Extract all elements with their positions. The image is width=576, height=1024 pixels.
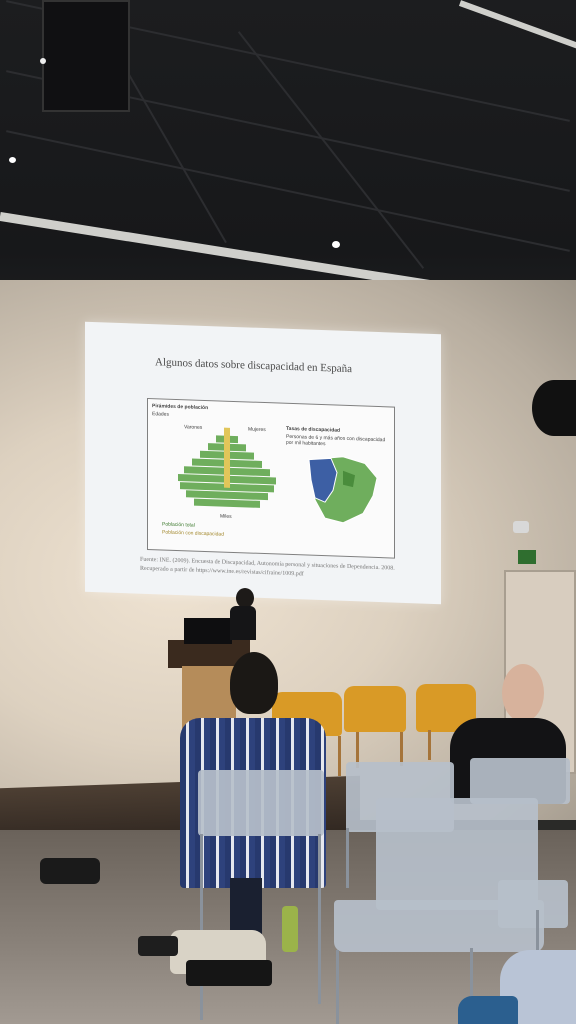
- slide-title: Algunos datos sobre discapacidad en Espa…: [155, 356, 353, 376]
- slide-source: Fuente: INE. (2009). Encuesta de Discapa…: [140, 556, 395, 578]
- ceiling-speaker: [42, 0, 130, 112]
- laptop: [184, 618, 232, 644]
- chair-leg: [470, 948, 473, 1008]
- presenter-head: [236, 588, 254, 608]
- chair-leg: [356, 732, 359, 768]
- map-title: Tasas de discapacidad: [286, 425, 341, 434]
- map-region-midgreen: [343, 470, 355, 488]
- ceiling-grid-line: [237, 31, 425, 269]
- map-subtitle: Personas de 6 y más años con discapacida…: [286, 433, 386, 448]
- pyramid-disability-core: [224, 427, 230, 488]
- legend-total: Población total: [162, 521, 195, 529]
- map-region-dark: [308, 457, 338, 503]
- projection-screen: Algunos datos sobre discapacidad en Espa…: [85, 321, 441, 605]
- presenter-body: [230, 606, 256, 640]
- backpack: [186, 960, 272, 986]
- ceiling-light: [332, 241, 340, 248]
- pyramid-bar: [194, 498, 260, 508]
- slide-figure: Pirámides de población Edades Varones Mu…: [147, 397, 395, 559]
- bag-on-floor: [138, 936, 178, 956]
- ceiling-light: [9, 157, 16, 163]
- chair-leg: [346, 828, 349, 888]
- stage-speaker: [532, 380, 576, 436]
- security-camera: [513, 521, 529, 533]
- chair-leg: [338, 736, 341, 776]
- ceiling-beam: [458, 0, 576, 51]
- pyramid-x-label: Miles: [220, 513, 232, 520]
- armchair-orange: [344, 686, 406, 732]
- pyramid-title: Pirámides de población: [152, 403, 209, 412]
- pyramid-side-left: Varones: [184, 424, 203, 431]
- presenter: [228, 588, 258, 640]
- audience-chair-back: [470, 758, 570, 804]
- audience-chair-seat: [498, 880, 568, 928]
- sneaker: [458, 996, 518, 1024]
- pyramid-axis-label: Edades: [152, 411, 169, 418]
- legend-disability: Población con discapacidad: [162, 529, 224, 538]
- ceiling-light: [40, 58, 46, 64]
- cables: [40, 858, 100, 884]
- audience-chair-back: [198, 770, 324, 836]
- pyramid-side-right: Mujeres: [248, 426, 266, 434]
- chair-leg: [200, 834, 203, 1020]
- water-bottle: [282, 906, 298, 952]
- chair-leg: [400, 732, 403, 766]
- head: [502, 664, 544, 722]
- chair-leg: [428, 730, 431, 760]
- chair-leg: [336, 950, 339, 1024]
- spain-map: [308, 456, 378, 524]
- chair-leg: [318, 834, 321, 1004]
- head: [230, 652, 278, 714]
- exit-sign: [518, 550, 536, 564]
- trousers: [230, 878, 262, 934]
